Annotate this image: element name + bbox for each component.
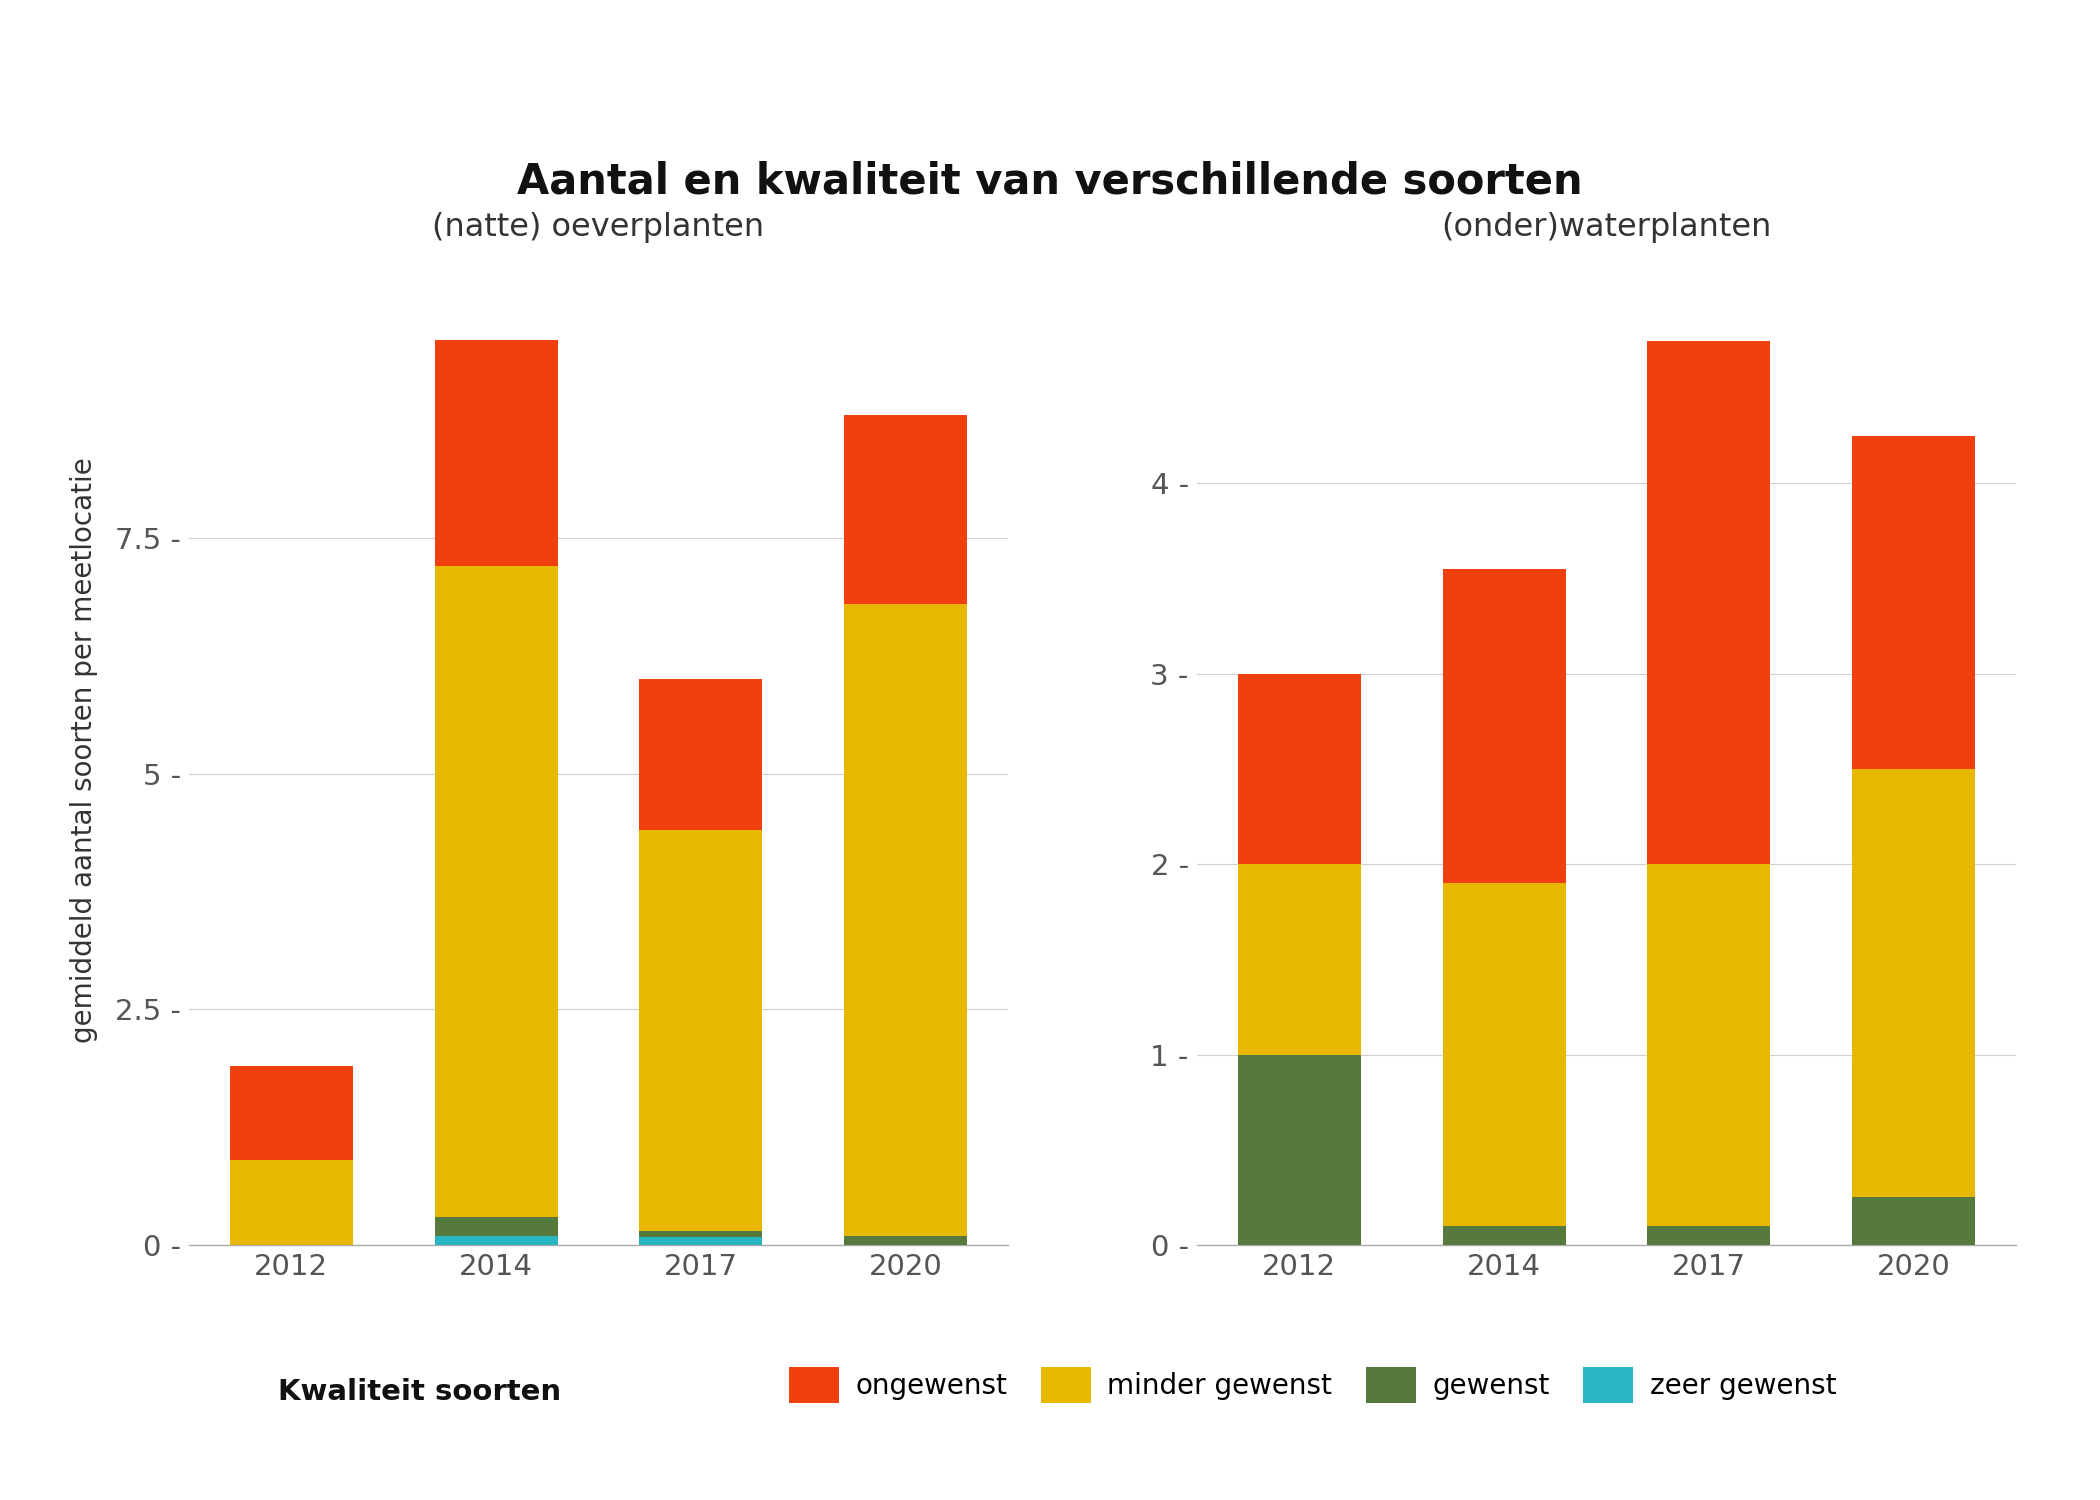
Bar [231,1160,353,1245]
Bar [1239,864,1361,1054]
Bar [1852,1197,1976,1245]
Text: Kwaliteit soorten: Kwaliteit soorten [279,1378,561,1406]
Bar [640,830,762,1232]
Bar [231,1066,353,1160]
Bar [844,416,966,604]
Bar [1646,1226,1770,1245]
Y-axis label: gemiddeld aantal soorten per meetlocatie: gemiddeld aantal soorten per meetlocatie [69,458,99,1042]
Text: Aantal en kwaliteit van verschillende soorten: Aantal en kwaliteit van verschillende so… [517,160,1583,202]
Bar [435,1216,556,1236]
Bar [1443,568,1564,884]
Bar [1239,1054,1361,1245]
Title: (natte) oeverplanten: (natte) oeverplanten [433,211,764,243]
Bar [640,1232,762,1238]
Bar [1646,864,1770,1226]
Bar [1852,436,1976,770]
Bar [640,680,762,830]
Bar [1443,1226,1564,1245]
Bar [1443,884,1564,1226]
Bar [1239,674,1361,864]
Bar [1646,340,1770,864]
Title: (onder)waterplanten: (onder)waterplanten [1441,211,1772,243]
Bar [435,1236,556,1245]
Bar [844,1236,966,1245]
Bar [435,566,556,1216]
Bar [844,604,966,1236]
Legend: ongewenst, minder gewenst, gewenst, zeer gewenst: ongewenst, minder gewenst, gewenst, zeer… [777,1356,1848,1414]
Bar [640,1238,762,1245]
Bar [435,340,556,566]
Bar [1852,770,1976,1197]
